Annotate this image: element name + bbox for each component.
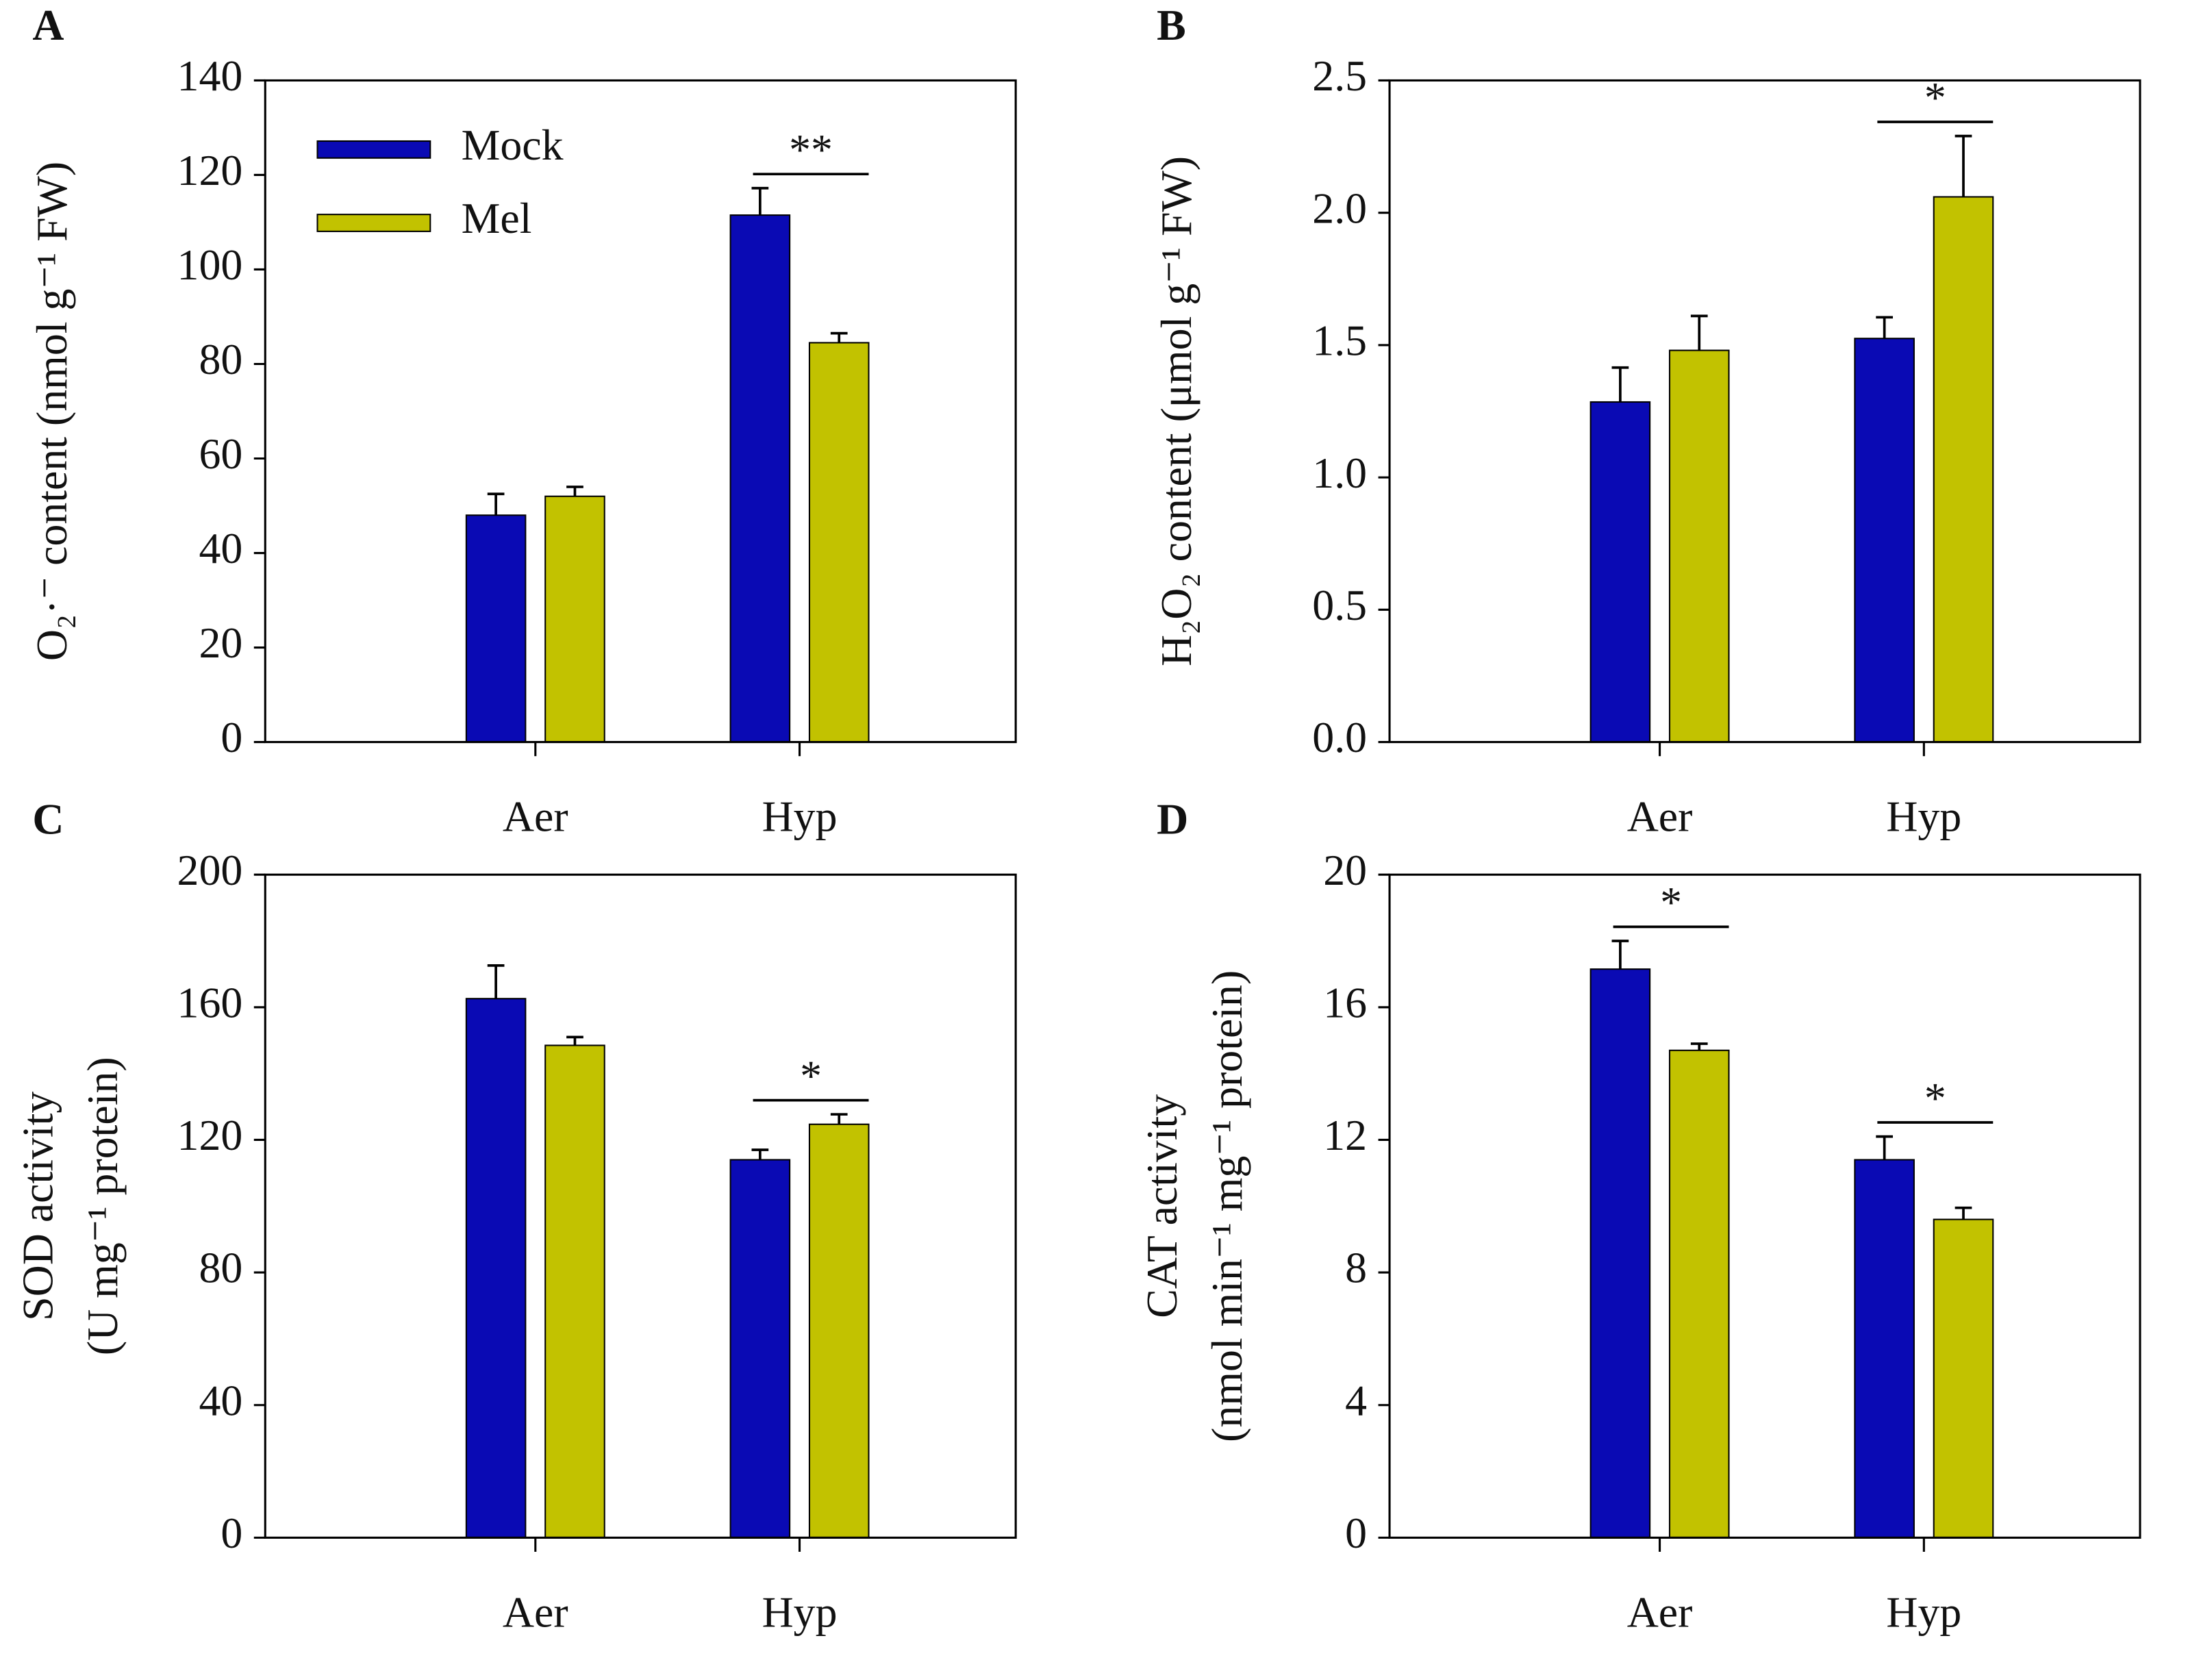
error-bar [751,1148,769,1160]
error-bar [830,331,848,343]
y-tick-label: 12 [1323,1111,1367,1159]
bar [465,514,527,743]
y-tick-label: 140 [177,51,243,100]
y-axis-label: CAT activity [1138,1094,1186,1318]
y-tick-label: 0 [221,713,242,762]
bar [1854,338,1915,743]
y-tick-label: 120 [177,1111,243,1159]
bar [544,1044,605,1539]
y-tick-label: 1.5 [1312,316,1367,365]
error-bar [566,1035,583,1046]
bar [465,998,527,1539]
error-bar [1876,316,1893,339]
panel-label: B [1157,1,1186,49]
x-tick-label: Hyp [1886,792,1961,841]
x-tick-label: Hyp [762,1587,838,1636]
error-bar [1690,314,1708,351]
panel-label: A [32,1,64,49]
bar [1933,1218,1994,1539]
y-tick-label: 20 [199,618,242,667]
bar [808,342,870,743]
y-tick-label: 4 [1345,1376,1367,1424]
error-bar [1955,1206,1972,1220]
y-tick-label: 16 [1323,978,1367,1027]
y-tick-label: 20 [1323,846,1367,894]
error-bar [751,186,769,216]
y-tick-label: 8 [1345,1244,1367,1292]
legend-swatch [316,214,431,232]
y-tick-label: 40 [199,1376,242,1424]
y-tick-label: 40 [199,524,242,573]
y-tick-label: 2.0 [1312,184,1367,232]
x-tick-label: Hyp [762,792,838,841]
bar [1589,401,1651,743]
x-tick-label: Aer [503,1587,568,1636]
panel-label: C [32,795,64,844]
y-tick-label: 100 [177,240,243,289]
x-tick-label: Aer [1627,1587,1693,1636]
y-tick-label: 120 [177,146,243,194]
y-axis-label: (nmol min⁻¹ mg⁻¹ protein) [1203,970,1251,1442]
y-tick-label: 1.0 [1312,449,1367,497]
significance-mark: * [1924,1074,1946,1122]
plot-frame [264,873,1017,1539]
bar [729,1159,791,1539]
y-tick-label: 0 [221,1509,242,1557]
y-axis-label: O₂·⁻ content (nmol g⁻¹ FW) [27,162,76,661]
y-tick-label: 80 [199,335,242,383]
bar [808,1123,870,1539]
y-axis-label: (U mg⁻¹ protein) [78,1057,127,1355]
significance-mark: ** [789,125,833,174]
y-axis-label: H₂O₂ content (μmol g⁻¹ FW) [1152,156,1201,666]
significance-mark: * [800,1051,822,1100]
x-tick-label: Aer [1627,792,1693,841]
y-tick-label: 0.5 [1312,581,1367,629]
legend-label: Mel [462,194,532,242]
bar [1933,196,1994,743]
y-tick-label: 2.5 [1312,51,1367,100]
plot-frame [1388,873,2141,1539]
panel-label: D [1157,795,1188,844]
y-tick-label: 80 [199,1244,242,1292]
bar [1854,1159,1915,1539]
error-bar [566,486,583,496]
bar [729,214,791,743]
error-bar [487,492,505,516]
bar [1589,968,1651,1539]
legend-swatch [316,140,431,159]
x-tick-label: Aer [503,792,568,841]
bar [1668,349,1730,743]
plot-frame [1388,79,2141,744]
y-tick-label: 0.0 [1312,713,1367,762]
legend-label: Mock [462,121,564,169]
bar [1668,1049,1730,1539]
plot-frame [264,79,1017,744]
y-tick-label: 0 [1345,1509,1367,1557]
error-bar [1876,1135,1893,1160]
x-tick-label: Hyp [1886,1587,1961,1636]
error-bar [1611,366,1629,402]
y-tick-label: 200 [177,846,243,894]
y-tick-label: 60 [199,429,242,478]
bar [544,495,605,743]
error-bar [1611,940,1629,970]
significance-mark: * [1660,878,1682,927]
error-bar [487,964,505,999]
error-bar [1690,1042,1708,1051]
y-tick-label: 160 [177,978,243,1027]
error-bar [830,1113,848,1124]
y-axis-label: SOD activity [13,1092,62,1321]
error-bar [1955,134,1972,197]
